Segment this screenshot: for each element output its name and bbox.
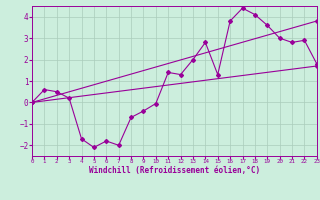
X-axis label: Windchill (Refroidissement éolien,°C): Windchill (Refroidissement éolien,°C) [89,166,260,175]
